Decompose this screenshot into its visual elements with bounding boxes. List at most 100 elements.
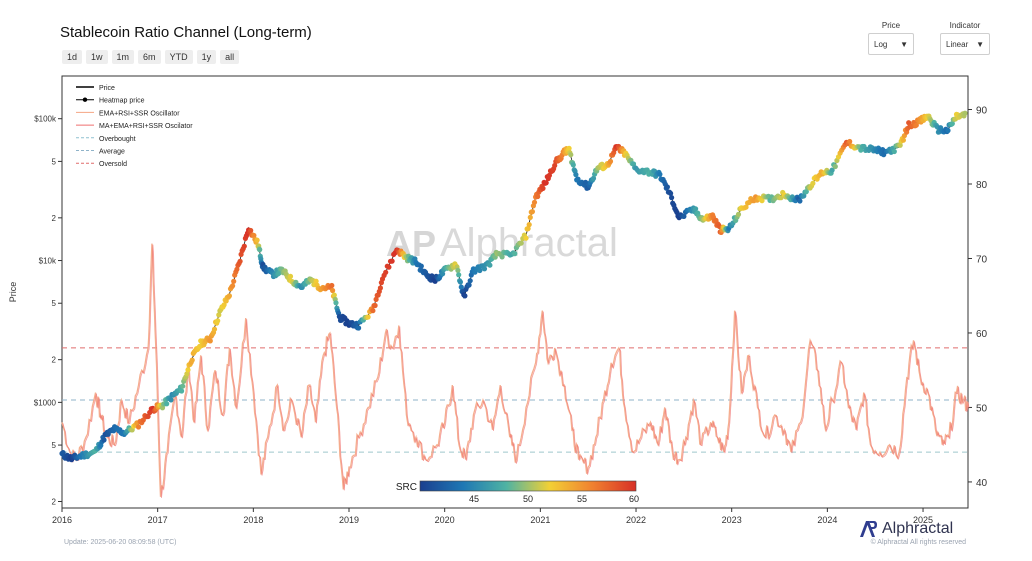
plot-frame bbox=[61, 75, 969, 509]
range-ytd-button[interactable]: YTD bbox=[164, 50, 193, 64]
colorbar-tick-label: 50 bbox=[523, 494, 533, 504]
colorbar-tick-label: 55 bbox=[577, 494, 587, 504]
legend-label: Overbought bbox=[99, 136, 136, 143]
indicator-scale-select[interactable]: Linear ▼ bbox=[940, 33, 990, 55]
x-axis-tick-label: 2016 bbox=[52, 515, 72, 525]
heatmap-price-point bbox=[389, 258, 395, 264]
heatmap-price-point bbox=[487, 262, 493, 268]
x-axis-tick-label: 2019 bbox=[339, 515, 359, 525]
range-1y-button[interactable]: 1y bbox=[196, 50, 217, 64]
heatmap-price-point bbox=[313, 278, 319, 284]
heatmap-price-point bbox=[329, 282, 335, 289]
heatmap-price-point bbox=[668, 190, 674, 196]
right-axis-tick-label: 70 bbox=[976, 254, 988, 265]
heatmap-price-point bbox=[179, 388, 185, 394]
x-axis-tick-label: 2025 bbox=[913, 515, 933, 525]
heatmap-price-point bbox=[759, 198, 765, 204]
indicator-scale-label: Indicator bbox=[949, 21, 981, 30]
left-axis-tick-label: $1000 bbox=[34, 398, 57, 407]
range-1d-button[interactable]: 1d bbox=[62, 50, 83, 64]
legend-marker bbox=[82, 97, 88, 102]
heatmap-price-point bbox=[527, 214, 533, 220]
left-axis-tick-label: 5 bbox=[52, 441, 57, 450]
heatmap-price-point bbox=[226, 293, 232, 299]
update-timestamp: Update: 2025-06-20 08:09:58 (UTC) bbox=[64, 539, 177, 546]
heatmap-price-point bbox=[383, 269, 389, 275]
heatmap-price-point bbox=[231, 278, 237, 284]
heatmap-price-point bbox=[657, 171, 663, 177]
x-axis-tick-label: 2017 bbox=[148, 515, 168, 525]
heatmap-price-point bbox=[373, 296, 379, 302]
heatmap-price-point bbox=[462, 293, 468, 299]
price-scale-select[interactable]: Log ▼ bbox=[868, 33, 914, 55]
heatmap-price-point bbox=[735, 211, 742, 217]
heatmap-price-point bbox=[241, 243, 247, 249]
range-selector: 1d 1w 1m 6m YTD 1y all bbox=[62, 50, 240, 64]
caret-down-icon: ▼ bbox=[900, 39, 908, 49]
heatmap-price-point bbox=[669, 195, 675, 201]
x-axis-tick-label: 2018 bbox=[243, 515, 263, 525]
price-scale-control: Price Log ▼ bbox=[868, 21, 914, 55]
left-axis-tick-label: 5 bbox=[52, 299, 57, 308]
heatmap-price-point bbox=[230, 283, 236, 289]
legend-label: MA+EMA+RSI+SSR Oscilator bbox=[99, 123, 193, 130]
x-axis-tick-label: 2023 bbox=[722, 515, 742, 525]
heatmap-price-point bbox=[590, 175, 597, 181]
heatmap-price-point bbox=[512, 251, 518, 257]
heatmap-price-point bbox=[466, 282, 472, 288]
left-axis-tick-label: 2 bbox=[52, 356, 57, 365]
x-axis-tick-label: 2020 bbox=[435, 515, 455, 525]
heatmap-price-point bbox=[897, 142, 903, 148]
heatmap-price-point bbox=[333, 300, 339, 306]
heatmap-price-point bbox=[891, 148, 897, 155]
colorbar-label: SRC bbox=[396, 482, 417, 493]
heatmap-price-point bbox=[518, 240, 524, 246]
heatmap-price-point bbox=[248, 227, 254, 234]
heatmap-price-point bbox=[440, 271, 446, 277]
range-all-button[interactable]: all bbox=[220, 50, 240, 64]
x-axis-tick-label: 2024 bbox=[817, 515, 837, 525]
colorbar-tick-label: 45 bbox=[469, 494, 479, 504]
heatmap-price-point bbox=[457, 279, 463, 285]
heatmap-price-point bbox=[499, 254, 505, 260]
price-scale-label: Price bbox=[881, 21, 901, 30]
heatmap-price-point bbox=[180, 383, 186, 389]
heatmap-price-point bbox=[164, 401, 170, 407]
heatmap-price-point bbox=[254, 237, 260, 243]
heatmap-price-point bbox=[234, 266, 240, 272]
heatmap-price-point bbox=[477, 267, 483, 274]
heatmap-price-point bbox=[365, 314, 371, 320]
heatmap-price-point bbox=[525, 226, 531, 232]
heatmap-price-point bbox=[829, 167, 835, 173]
legend-label: Average bbox=[99, 149, 125, 156]
heatmap-price-point bbox=[377, 285, 383, 291]
heatmap-price-point bbox=[945, 127, 951, 134]
heatmap-price-point bbox=[331, 292, 337, 298]
heatmap-price-point bbox=[145, 413, 151, 420]
heatmap-price-point bbox=[531, 199, 538, 205]
right-axis-tick-label: 60 bbox=[976, 329, 988, 340]
colorbar-tick-label: 60 bbox=[629, 494, 639, 504]
heatmap-price-point bbox=[552, 162, 558, 169]
heatmap-price-point bbox=[529, 209, 536, 215]
heatmap-price-point bbox=[607, 158, 614, 164]
x-axis-tick-label: 2021 bbox=[530, 515, 550, 525]
y-axis-label: Price bbox=[8, 282, 18, 303]
heatmap-price-point bbox=[251, 232, 257, 239]
heatmap-price-point bbox=[185, 367, 191, 373]
range-6m-button[interactable]: 6m bbox=[138, 50, 161, 64]
indicator-scale-control: Indicator Linear ▼ bbox=[940, 21, 990, 55]
heatmap-price-point bbox=[135, 424, 142, 430]
watermark: AP Alphractal bbox=[386, 221, 618, 265]
heatmap-price-point bbox=[456, 272, 462, 278]
heatmap-price-point bbox=[566, 145, 572, 151]
range-1w-button[interactable]: 1w bbox=[86, 50, 108, 64]
heatmap-price-point bbox=[546, 172, 553, 178]
left-axis-tick-label: 2 bbox=[52, 214, 57, 223]
heatmap-price-point bbox=[215, 318, 221, 324]
heatmap-price-point bbox=[221, 302, 227, 308]
range-1m-button[interactable]: 1m bbox=[111, 50, 135, 64]
heatmap-price-point bbox=[356, 325, 362, 331]
heatmap-price-point bbox=[257, 247, 263, 253]
left-axis-tick-label: 5 bbox=[52, 157, 57, 166]
